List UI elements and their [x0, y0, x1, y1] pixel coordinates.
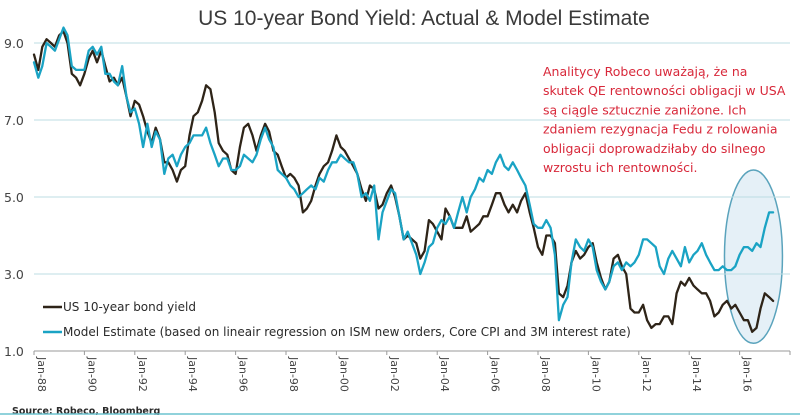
x-tick-label: Jan-08 — [539, 356, 552, 392]
annotation-line: obligacji doprowadziłaby do silnego — [543, 141, 766, 156]
x-tick-label: Jan-94 — [186, 356, 199, 392]
x-tick-label: Jan-12 — [640, 356, 653, 392]
highlight-ellipse — [723, 169, 784, 345]
x-tick-label: Jan-92 — [136, 356, 149, 392]
y-tick-label: 9.0 — [4, 36, 24, 51]
x-tick-label: Jan-10 — [589, 356, 602, 392]
chart-title: US 10-year Bond Yield: Actual & Model Es… — [198, 7, 650, 30]
x-tick-label: Jan-02 — [388, 356, 401, 392]
x-tick-label: Jan-06 — [489, 356, 502, 392]
annotation-line: zdaniem rezygnacja Fedu z rolowania — [543, 122, 778, 137]
x-tick-label: Jan-96 — [237, 356, 250, 392]
annotation-line: wzrostu ich rentowności. — [543, 160, 698, 175]
legend-label-model: Model Estimate (based on lineair regress… — [63, 325, 631, 339]
x-tick-label: Jan-88 — [35, 356, 48, 392]
annotation-line: Analitycy Robeco uważają, że na — [543, 64, 747, 79]
x-tick-label: Jan-90 — [85, 356, 98, 392]
y-tick-label: 3.0 — [4, 267, 24, 282]
x-tick-label: Jan-04 — [438, 356, 451, 392]
series-line-model-estimate — [32, 26, 775, 322]
y-tick-label: 5.0 — [4, 190, 24, 205]
x-tick-label: Jan-00 — [337, 356, 350, 392]
x-tick-label: Jan-98 — [287, 356, 300, 392]
source-note: Source: Robeco, Bloomberg — [12, 406, 160, 415]
legend-label-actual: US 10-year bond yield — [63, 300, 196, 314]
annotation-box: Analitycy Robeco uważają, że na skutek QE… — [543, 64, 786, 175]
legend: US 10-year bond yield Model Estimate (ba… — [43, 300, 631, 339]
x-tick-label: Jan-14 — [690, 356, 703, 392]
y-tick-label: 1.0 — [4, 344, 24, 359]
annotation-line: skutek QE rentowności obligacji w USA — [543, 83, 786, 98]
annotation-line: są ciągle sztucznie zaniżone. Ich — [543, 102, 746, 117]
x-tick-label: Jan-16 — [741, 356, 754, 392]
y-tick-label: 7.0 — [4, 113, 24, 128]
